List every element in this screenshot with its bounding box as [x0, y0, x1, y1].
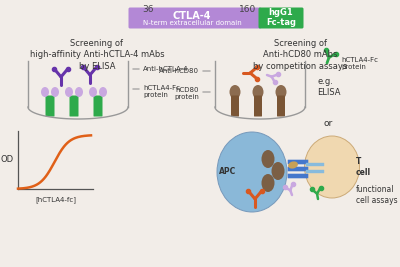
FancyBboxPatch shape [231, 96, 239, 116]
Text: hCTLA4-Fc
protein: hCTLA4-Fc protein [143, 84, 180, 97]
Text: CTLA-4: CTLA-4 [173, 11, 211, 21]
FancyBboxPatch shape [46, 96, 54, 116]
Ellipse shape [217, 132, 287, 212]
Text: Screening of
high-affinity Anti-hCTLA-4 mAbs
by ELISA: Screening of high-affinity Anti-hCTLA-4 … [30, 39, 164, 71]
FancyBboxPatch shape [288, 167, 308, 171]
Ellipse shape [272, 162, 284, 180]
Ellipse shape [304, 136, 360, 198]
Ellipse shape [230, 85, 240, 99]
Ellipse shape [99, 87, 107, 97]
FancyBboxPatch shape [288, 160, 308, 164]
Ellipse shape [288, 161, 298, 169]
Text: hCTLA4-Fc
protein: hCTLA4-Fc protein [341, 57, 378, 69]
Text: hgG1
Fc-tag: hgG1 Fc-tag [266, 8, 296, 27]
Text: Anti-hCD80: Anti-hCD80 [159, 68, 199, 74]
Ellipse shape [41, 87, 49, 97]
Text: hCD80
protein: hCD80 protein [174, 88, 199, 100]
Text: T
cell: T cell [356, 157, 371, 177]
Ellipse shape [276, 85, 286, 99]
Text: OD: OD [1, 155, 14, 164]
Ellipse shape [262, 174, 274, 192]
Text: APC: APC [219, 167, 237, 175]
Text: functional
cell assays: functional cell assays [356, 185, 398, 205]
Ellipse shape [262, 150, 274, 168]
Text: N-term extracellular domain: N-term extracellular domain [143, 20, 241, 26]
Ellipse shape [252, 85, 264, 99]
Ellipse shape [65, 87, 73, 97]
Text: [hCTLA4-fc]: [hCTLA4-fc] [35, 196, 76, 203]
Text: Anti-hCTLA-4: Anti-hCTLA-4 [143, 66, 188, 72]
FancyBboxPatch shape [258, 7, 304, 29]
Text: 160: 160 [239, 5, 257, 14]
FancyBboxPatch shape [128, 7, 262, 29]
Ellipse shape [89, 87, 97, 97]
FancyBboxPatch shape [94, 96, 102, 116]
Text: Screening of
Anti-hCD80 mAbs
by competition assays: Screening of Anti-hCD80 mAbs by competit… [253, 39, 347, 71]
Text: 36: 36 [142, 5, 154, 14]
FancyBboxPatch shape [306, 170, 324, 173]
FancyBboxPatch shape [70, 96, 78, 116]
FancyBboxPatch shape [277, 96, 285, 116]
Text: or: or [323, 120, 332, 128]
Text: e.g.
ELISA: e.g. ELISA [317, 77, 340, 97]
Ellipse shape [51, 87, 59, 97]
FancyBboxPatch shape [288, 174, 308, 178]
Ellipse shape [75, 87, 83, 97]
FancyBboxPatch shape [306, 163, 324, 166]
FancyBboxPatch shape [254, 96, 262, 116]
